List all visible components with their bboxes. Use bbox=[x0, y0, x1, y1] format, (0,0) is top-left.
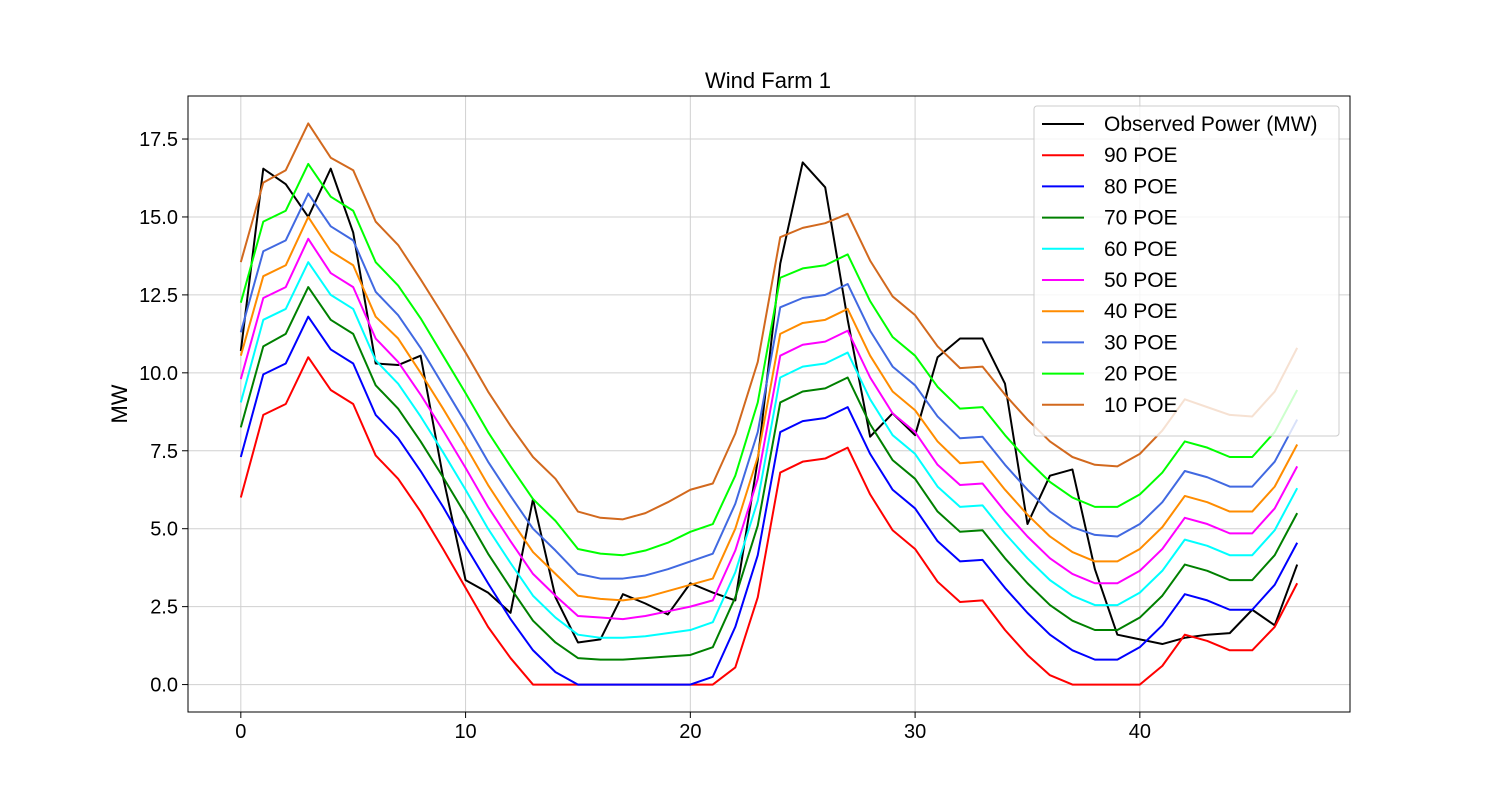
legend: Observed Power (MW) 90 POE 80 POE 70 POE 60 … bbox=[1033, 105, 1340, 437]
legend-label-20-poe: 20 POE bbox=[1104, 363, 1178, 386]
legend-label-70-poe: 70 POE bbox=[1104, 207, 1178, 230]
series-line-90-poe bbox=[239, 356, 1299, 686]
legend-label-40-poe: 40 POE bbox=[1104, 300, 1178, 323]
x-tick-label: 0 bbox=[235, 721, 246, 743]
series-line-60-poe bbox=[239, 261, 1299, 639]
y-tick-label: 17.5 bbox=[139, 129, 178, 151]
legend-label-50-poe: 50 POE bbox=[1104, 269, 1178, 292]
y-tick-label: 10.0 bbox=[139, 363, 178, 385]
legend-label-60-poe: 60 POE bbox=[1104, 238, 1178, 261]
series-line-20-poe bbox=[239, 162, 1299, 557]
x-tick-label: 30 bbox=[904, 721, 926, 743]
legend-label-30-poe: 30 POE bbox=[1104, 331, 1178, 354]
series-line-40-poe bbox=[239, 215, 1299, 602]
legend-box bbox=[1033, 105, 1340, 437]
series-line-50-poe bbox=[239, 237, 1299, 621]
y-axis-label: MW bbox=[107, 384, 132, 423]
series-line-30-poe bbox=[239, 192, 1299, 580]
series-line-10-poe bbox=[239, 122, 1299, 521]
x-tick-label: 20 bbox=[679, 721, 701, 743]
series-lines bbox=[239, 122, 1299, 686]
legend-label-90-poe: 90 POE bbox=[1104, 144, 1178, 167]
y-tick-label: 7.5 bbox=[150, 441, 178, 463]
series-line-observed-power-mw bbox=[239, 161, 1299, 646]
legend-label-observed-power-mw: Observed Power (MW) bbox=[1104, 113, 1318, 136]
y-tick-label: 2.5 bbox=[150, 597, 178, 619]
chart-title: Wind Farm 1 bbox=[705, 68, 831, 93]
series-line-70-poe bbox=[239, 286, 1299, 661]
series-line-80-poe bbox=[239, 315, 1299, 686]
x-tick-label: 10 bbox=[454, 721, 476, 743]
y-tick-label: 0.0 bbox=[150, 675, 178, 697]
ticks: 0 10 20 30 40 0.0 2.5 5.0 7.5 10.0 12.5 15.0 17.5 bbox=[139, 129, 1151, 743]
plot-frame bbox=[187, 95, 1351, 713]
y-tick-label: 5.0 bbox=[150, 519, 178, 541]
legend-label-80-poe: 80 POE bbox=[1104, 175, 1178, 198]
y-tick-label: 12.5 bbox=[139, 285, 178, 307]
y-tick-label: 15.0 bbox=[139, 207, 178, 229]
plot-area bbox=[239, 122, 1299, 686]
legend-label-10-poe: 10 POE bbox=[1104, 394, 1178, 417]
x-tick-label: 40 bbox=[1129, 721, 1151, 743]
